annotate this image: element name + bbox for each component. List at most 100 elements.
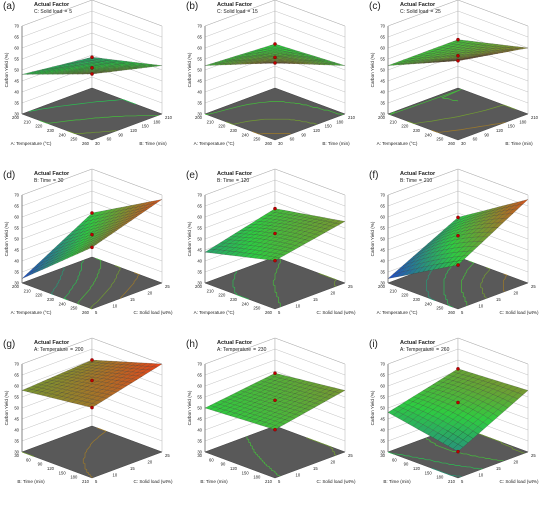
wall-gridline <box>387 65 529 93</box>
z-tick-label: 60 <box>290 137 295 142</box>
design-point <box>456 449 460 454</box>
y-tick-label: 40 <box>380 90 385 95</box>
y-tick-label: 35 <box>14 439 19 444</box>
wall-gridline <box>387 21 529 49</box>
y-tick-label: 50 <box>14 68 19 73</box>
y-tick-label: 70 <box>14 193 19 198</box>
floor-contours <box>28 99 159 134</box>
panel-label: (g) <box>3 339 16 350</box>
design-points <box>90 211 94 250</box>
y-tick-label: 50 <box>14 406 19 411</box>
contour-line <box>63 260 84 301</box>
actual-factor-title: Actual Factor <box>34 340 70 346</box>
floor-contours <box>246 436 337 477</box>
actual-factor-name: A: Temperature <box>400 347 435 353</box>
x-tick-label: 200 <box>195 284 203 289</box>
actual-factor-number: 25 <box>435 9 441 15</box>
actual-factor-title: Actual Factor <box>217 171 253 177</box>
surface-cell <box>269 256 281 261</box>
wall-gridline <box>387 212 529 240</box>
z-tick-label: 150 <box>508 124 516 129</box>
contour-line <box>306 437 337 456</box>
y-tick-label: 60 <box>14 215 19 220</box>
panel-label: (d) <box>3 170 16 181</box>
x-tick-label: 260 <box>82 310 90 315</box>
z-tick-label: 120 <box>496 128 504 133</box>
surface-panel-c: 30 35 40 45 50 55 60 65 70 Carbon Yield (%) 200 210… <box>366 0 549 169</box>
y-axis: 30 35 40 45 50 55 60 65 70 Carbon Yield (%) <box>187 193 206 286</box>
x-tick-label: 210 <box>24 288 32 293</box>
actual-factor-name: A: Temperature <box>217 347 252 353</box>
y-axis: 30 35 40 45 50 55 60 65 70 Carbon Yield (%) <box>4 24 23 117</box>
x-tick-label: 250 <box>436 306 444 311</box>
wall-gridline <box>21 168 163 196</box>
z-tick-label: 10 <box>113 304 118 309</box>
z-tick-label: 5 <box>95 310 98 315</box>
x-tick-label: 210 <box>24 119 32 124</box>
x-tick-label: 260 <box>265 310 273 315</box>
y-tick-label: 70 <box>380 24 385 29</box>
surface-panel-a: 30 35 40 45 50 55 60 65 70 Carbon Yield (%) 200 210… <box>0 0 183 169</box>
contour-line <box>28 99 136 112</box>
wall-gridline <box>387 168 529 196</box>
floor-contours <box>21 427 107 478</box>
equals-sign: = <box>235 178 239 184</box>
x-tick-label: 220 <box>218 124 226 129</box>
x-tick-label: 30 <box>380 453 385 458</box>
z-axis: 5 10 15 20 25 C: Solid load (wt%) <box>278 453 356 484</box>
response-surface <box>21 359 163 408</box>
z-tick-label: 25 <box>348 453 353 458</box>
z-axis-label: B: Time (min) <box>322 141 350 146</box>
x-axis-label: A: Temperature (°C) <box>194 141 235 146</box>
equals-sign: = <box>247 9 251 15</box>
wall-gridline <box>387 348 529 376</box>
contour-line <box>431 122 506 133</box>
z-axis: 5 10 15 20 25 C: Solid load (wt%) <box>95 284 173 315</box>
equals-sign: = <box>64 9 68 15</box>
x-tick-label: 210 <box>82 479 90 484</box>
y-axis-label: Carbon Yield (%) <box>370 390 375 425</box>
z-tick-label: 180 <box>153 119 161 124</box>
panel-label: (i) <box>369 339 378 350</box>
design-points <box>273 42 277 65</box>
y-tick-label: 40 <box>14 428 19 433</box>
actual-factor-title: Actual Factor <box>217 340 253 346</box>
x-tick-label: 230 <box>47 297 55 302</box>
equals-sign: = <box>52 178 56 184</box>
y-axis: 30 35 40 45 50 55 60 65 70 Carbon Yield (%) <box>187 362 206 455</box>
wall-gridline <box>21 179 163 207</box>
y-tick-label: 65 <box>14 35 19 40</box>
x-tick-label: 260 <box>265 141 273 146</box>
z-tick-label: 10 <box>296 304 301 309</box>
actual-factor-title: Actual Factor <box>400 2 436 8</box>
z-tick-label: 210 <box>348 115 356 120</box>
actual-factor-title: Actual Factor <box>400 340 436 346</box>
surface-cell <box>452 260 464 267</box>
x-tick-label: 90 <box>404 462 409 467</box>
wall-gridline <box>204 359 346 387</box>
y-tick-label: 45 <box>197 417 202 422</box>
design-point <box>456 59 460 63</box>
wall-gridline <box>387 10 529 38</box>
wall-gridline <box>21 43 163 71</box>
contour-line <box>39 114 159 124</box>
design-points <box>456 367 460 454</box>
y-tick-label: 70 <box>380 193 385 198</box>
y-tick-label: 60 <box>14 46 19 51</box>
y-tick-label: 55 <box>14 226 19 231</box>
x-axis-label: A: Temperature (°C) <box>377 141 418 146</box>
x-axis-label: A: Temperature (°C) <box>11 310 52 315</box>
y-tick-label: 50 <box>380 237 385 242</box>
y-tick-label: 40 <box>380 428 385 433</box>
x-tick-label: 210 <box>390 288 398 293</box>
z-tick-label: 210 <box>531 115 539 120</box>
y-tick-label: 30 <box>380 112 385 117</box>
actual-factor-value: C: Solid load = 25 <box>400 9 441 15</box>
y-tick-label: 55 <box>14 57 19 62</box>
contour-line <box>389 88 462 115</box>
wall-gridline <box>21 201 163 229</box>
design-point <box>273 398 277 403</box>
actual-factor-name: C: Solid load <box>217 9 246 15</box>
